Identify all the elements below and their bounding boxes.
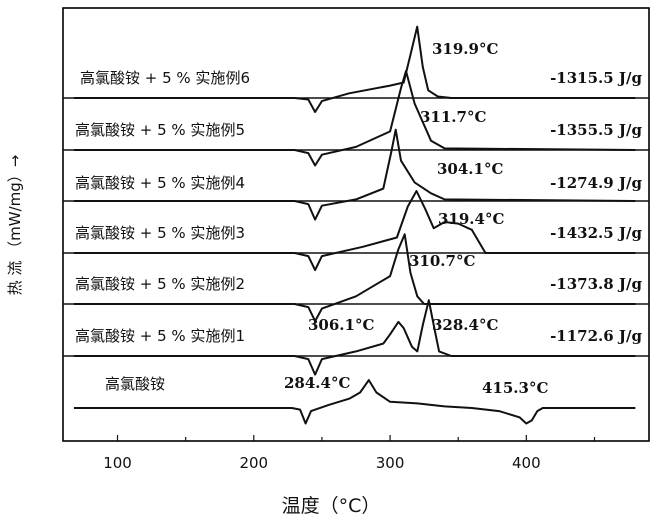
peak-temperature-label: 319.9°C bbox=[432, 40, 498, 58]
series-name-label: 高氯酸铵 bbox=[105, 375, 165, 393]
enthalpy-label: -1315.5 J/g bbox=[550, 69, 642, 87]
series-name-label: 高氯酸铵 + 5 % 实施例2 bbox=[75, 275, 245, 293]
series-name-label: 高氯酸铵 + 5 % 实施例1 bbox=[75, 327, 245, 345]
enthalpy-label: -1355.5 J/g bbox=[550, 121, 642, 139]
peak-temperature-label: 415.3°C bbox=[482, 379, 548, 397]
enthalpy-label: -1274.9 J/g bbox=[550, 174, 642, 192]
series-name-label: 高氯酸铵 + 5 % 实施例5 bbox=[75, 121, 245, 139]
x-tick-label: 400 bbox=[512, 454, 541, 472]
series-name-label: 高氯酸铵 + 5 % 实施例6 bbox=[80, 69, 250, 87]
enthalpy-label: -1172.6 J/g bbox=[550, 327, 642, 345]
series-name-label: 高氯酸铵 + 5 % 实施例4 bbox=[75, 174, 245, 192]
peak-temperature-label: 304.1°C bbox=[437, 160, 503, 178]
peak-temperature-label: 306.1°C bbox=[308, 316, 374, 334]
x-axis-title: 温度（°C） bbox=[282, 495, 381, 517]
peak-temperature-label: 284.4°C bbox=[284, 374, 350, 392]
x-tick-label: 300 bbox=[376, 454, 405, 472]
x-tick-label: 200 bbox=[239, 454, 268, 472]
series-labels: 高氯酸铵 + 5 % 实施例6 -1315.5 J/g 319.9°C 高氯酸铵 + … bbox=[75, 40, 643, 397]
enthalpy-label: -1432.5 J/g bbox=[550, 224, 642, 242]
peak-temperature-label: 319.4°C bbox=[438, 210, 504, 228]
series-name-label: 高氯酸铵 + 5 % 实施例3 bbox=[75, 224, 245, 242]
y-axis-title: 热 流 （mW/mg）→ bbox=[6, 155, 24, 296]
peak-temperature-label: 311.7°C bbox=[420, 108, 486, 126]
peak-temperature-label: 328.4°C bbox=[432, 316, 498, 334]
x-tick-label: 100 bbox=[103, 454, 132, 472]
peak-temperature-label: 310.7°C bbox=[409, 252, 475, 270]
enthalpy-label: -1373.8 J/g bbox=[550, 275, 642, 293]
